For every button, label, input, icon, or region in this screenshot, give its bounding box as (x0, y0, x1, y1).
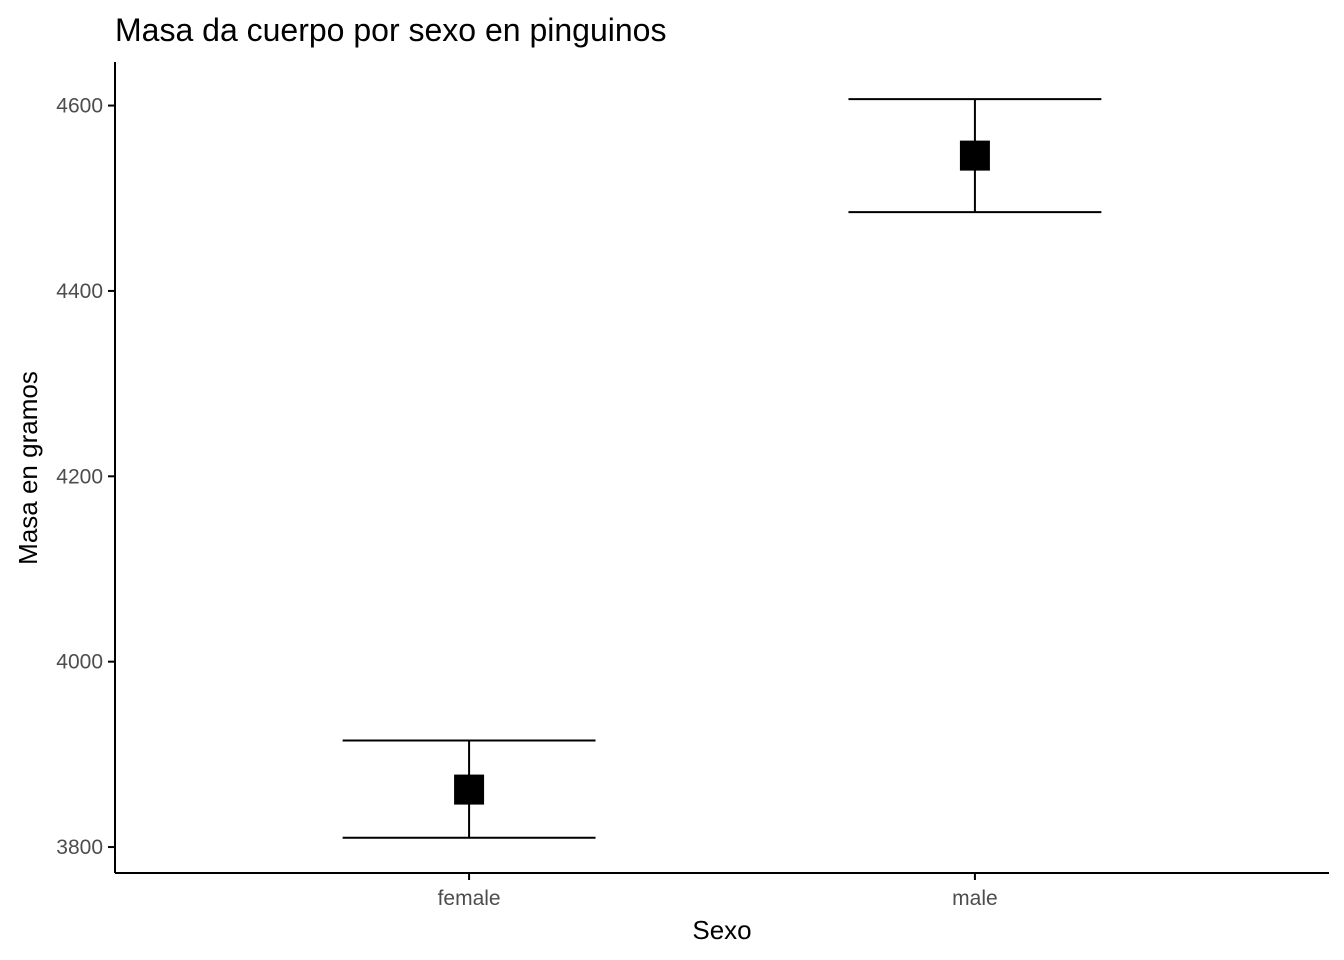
y-tick-label: 4000 (56, 651, 103, 674)
errorbar-male (848, 98, 1102, 214)
errorbar-female (342, 739, 596, 839)
mean-marker (454, 774, 485, 805)
mean-marker (959, 140, 990, 171)
x-axis-title: Sexo (692, 915, 751, 945)
x-tick-label: female (438, 887, 501, 910)
x-tick-label: male (952, 887, 998, 910)
y-tick-label: 3800 (56, 836, 103, 859)
data-marks (342, 98, 1102, 839)
x-ticks: female male (438, 873, 998, 910)
chart-title: Masa da cuerpo por sexo en pinguinos (115, 12, 666, 48)
y-axis-title: Masa en gramos (13, 371, 43, 565)
y-tick-label: 4400 (56, 280, 103, 303)
y-ticks: 3800 4000 4200 4400 4600 (56, 95, 115, 859)
y-tick-label: 4200 (56, 465, 103, 488)
y-tick-label: 4600 (56, 95, 103, 118)
